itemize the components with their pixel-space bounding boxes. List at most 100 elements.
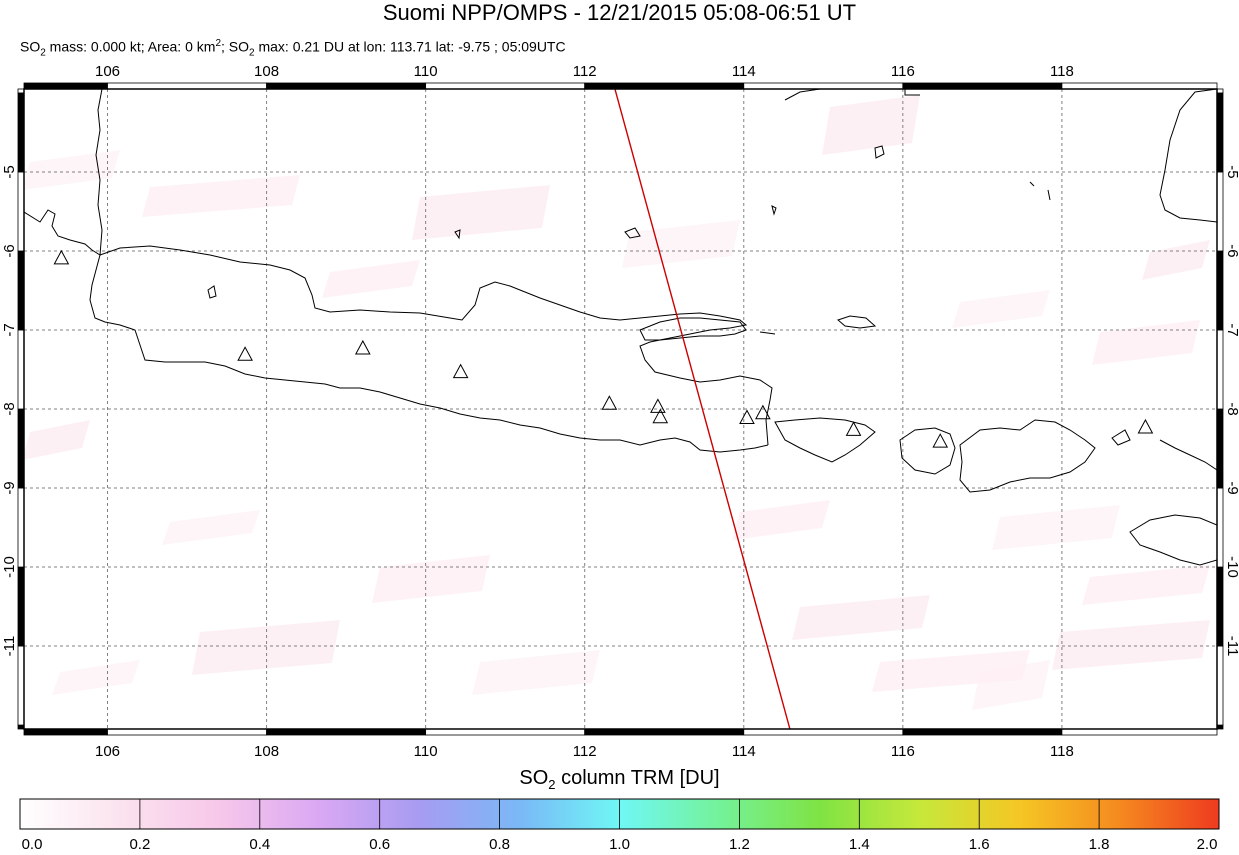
lat-tick-label-right: -7 bbox=[1224, 323, 1239, 336]
colorbar-label: 0.8 bbox=[489, 836, 511, 853]
frame-bar-left bbox=[17, 724, 25, 730]
volcano-marker bbox=[354, 339, 371, 355]
frame-bar-left bbox=[17, 408, 25, 489]
map-title: Suomi NPP/OMPS - 12/21/2015 05:08-06:51 … bbox=[382, 0, 857, 25]
so2-pixel bbox=[1142, 240, 1210, 280]
colorbar-title: SO2 column TRM [DU] bbox=[519, 767, 720, 792]
so2-pixel bbox=[1092, 320, 1200, 365]
lon-tick-label-bottom: 116 bbox=[891, 743, 915, 760]
so2-pixel bbox=[24, 420, 90, 460]
colorbar-label: 1.6 bbox=[968, 836, 990, 853]
frame-bar-left bbox=[17, 487, 25, 568]
frame-bar-right bbox=[1216, 171, 1224, 252]
volcano-marker bbox=[601, 395, 618, 410]
so2-pixel bbox=[142, 175, 300, 217]
frame-bar-top bbox=[902, 82, 1063, 90]
coastline-sumatra bbox=[24, 89, 103, 256]
coastline-madura bbox=[639, 317, 747, 341]
so2-pixel bbox=[162, 510, 260, 545]
coastline-lombok bbox=[899, 427, 956, 475]
lat-tick-label-left: -11 bbox=[1, 636, 18, 657]
so2-pixel bbox=[472, 650, 600, 695]
colorbar-label: 1.0 bbox=[609, 836, 630, 853]
frame-bar-top bbox=[425, 82, 586, 90]
lon-tick-label-bottom: 106 bbox=[95, 743, 120, 760]
lat-tick-label-left: -6 bbox=[1, 244, 18, 257]
volcano-marker bbox=[452, 363, 469, 379]
map-frame bbox=[17, 82, 1224, 736]
volcano-marker bbox=[237, 346, 253, 361]
coastline-borneo bbox=[784, 89, 1217, 223]
frame-bar-left bbox=[17, 645, 25, 726]
so2-pixel bbox=[322, 260, 420, 298]
lat-tick-label-right: -8 bbox=[1224, 402, 1239, 415]
frame-bar-right bbox=[1216, 645, 1224, 726]
frame-bar-right bbox=[1216, 88, 1224, 94]
so2-pixel bbox=[992, 505, 1120, 550]
frame-bar-bottom bbox=[584, 728, 745, 736]
volcano-marker bbox=[1137, 418, 1154, 434]
frame-bar-top bbox=[743, 82, 904, 90]
so2-pixel bbox=[192, 620, 340, 675]
so2-pixel bbox=[972, 660, 1050, 710]
orbit-track bbox=[614, 89, 791, 729]
coastline-bali bbox=[774, 417, 876, 463]
frame-bar-top bbox=[23, 82, 108, 90]
coastline-java-north bbox=[99, 245, 773, 446]
coastline-kangean bbox=[837, 315, 877, 329]
colorbar-label: 1.4 bbox=[848, 836, 870, 853]
lon-tick-label-bottom: 110 bbox=[414, 743, 438, 760]
frame-bar-bottom bbox=[425, 728, 586, 736]
colorbar-label: 1.2 bbox=[728, 836, 750, 853]
volcano-marker bbox=[652, 408, 669, 424]
lat-tick-label-left: -9 bbox=[1, 481, 18, 494]
frame-bar-left bbox=[17, 88, 25, 94]
lat-tick-label-right: -5 bbox=[1224, 165, 1239, 178]
volcano-marker bbox=[53, 249, 70, 265]
coastline-layer bbox=[24, 89, 1217, 566]
lon-tick-label-top: 114 bbox=[732, 63, 756, 80]
so2-pixel bbox=[52, 660, 140, 695]
lon-tick-label-top: 110 bbox=[414, 63, 438, 80]
so2-pixel bbox=[622, 220, 740, 268]
frame-bar-right bbox=[1216, 250, 1224, 331]
so2-pixel bbox=[822, 95, 920, 155]
so2-pixel bbox=[732, 500, 830, 540]
frame-bar-bottom bbox=[902, 728, 1063, 736]
lon-tick-label-top: 118 bbox=[1050, 63, 1074, 80]
lon-tick-label-top: 106 bbox=[95, 63, 120, 80]
lon-tick-label-bottom: 114 bbox=[732, 743, 756, 760]
so2-pixel bbox=[1082, 565, 1210, 605]
lat-tick-label-right: -9 bbox=[1224, 481, 1239, 494]
lon-tick-label-bottom: 108 bbox=[254, 743, 279, 760]
frame-bar-right bbox=[1216, 408, 1224, 489]
volcano-markers bbox=[53, 249, 1154, 448]
so2-pixel bbox=[412, 185, 550, 240]
frame-bar-right bbox=[1216, 329, 1224, 410]
lon-tick-label-bottom: 118 bbox=[1050, 743, 1074, 760]
lon-tick-label-top: 116 bbox=[891, 63, 915, 80]
lon-tick-label-bottom: 112 bbox=[573, 743, 597, 760]
axis-tick-labels: 106 106 108 108 110 110 112 112 114 114 116 116 118 1… bbox=[1, 63, 1239, 760]
frame-bar-bottom bbox=[107, 728, 267, 736]
coastline-small-2 bbox=[454, 229, 461, 240]
frame-bar-left bbox=[17, 250, 25, 331]
colorbar-label: 2.0 bbox=[1196, 836, 1218, 853]
lat-tick-label-right: -10 bbox=[1224, 556, 1239, 578]
frame-bar-bottom bbox=[1061, 728, 1218, 736]
coastline-small-1 bbox=[207, 285, 217, 299]
lat-tick-label-right: -6 bbox=[1224, 244, 1239, 257]
frame-bar-left bbox=[17, 329, 25, 410]
lat-tick-label-left: -8 bbox=[1, 402, 18, 415]
coastline-bawean bbox=[624, 227, 641, 239]
colorbar bbox=[19, 798, 1220, 830]
frame-bar-right bbox=[1216, 92, 1224, 173]
frame-bar-left bbox=[17, 171, 25, 252]
frame-bar-top bbox=[584, 82, 745, 90]
so2-pixel bbox=[1052, 620, 1210, 670]
frame-bar-left bbox=[17, 92, 25, 173]
coastline-sumbawa bbox=[959, 419, 1096, 493]
so2-pixel bbox=[24, 150, 120, 190]
graticule bbox=[24, 89, 1217, 729]
